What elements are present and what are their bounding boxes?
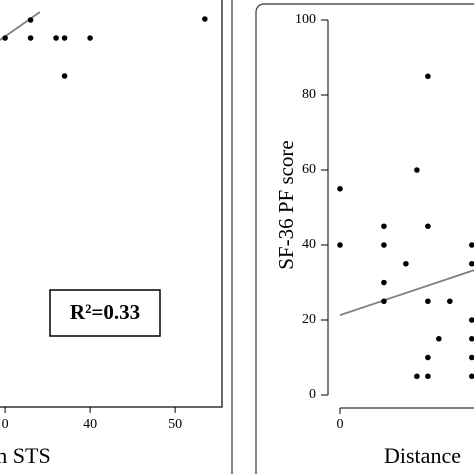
- point: [425, 373, 431, 380]
- point: [469, 242, 474, 248]
- point: [381, 223, 387, 230]
- point: [469, 260, 474, 267]
- point: [469, 317, 474, 323]
- y-tick-label: 40: [302, 237, 316, 252]
- fit-line: [339, 269, 474, 316]
- x-tick-label: 40: [83, 417, 97, 432]
- point: [2, 35, 8, 41]
- annotation-box: [49, 289, 161, 337]
- point: [469, 335, 474, 342]
- y-tick-label: 0: [309, 387, 316, 402]
- point: [469, 354, 474, 361]
- y-tick-label: 20: [302, 312, 316, 327]
- point: [381, 242, 387, 248]
- point: [425, 223, 431, 230]
- x-tick-label: 0: [2, 417, 9, 432]
- point: [381, 298, 387, 305]
- point: [469, 373, 474, 380]
- point: [447, 298, 453, 305]
- point: [53, 35, 59, 41]
- point: [425, 298, 431, 305]
- y-tick-label: 60: [302, 162, 316, 177]
- panel-frame: [255, 3, 474, 474]
- point: [202, 16, 208, 22]
- x-axis-label: Distance: [384, 443, 461, 468]
- x-tick-label: 0: [337, 417, 344, 432]
- y-axis-label: SF-36 PF score: [274, 140, 298, 270]
- point: [87, 35, 93, 41]
- point: [425, 354, 431, 361]
- y-tick-label: 80: [302, 87, 316, 102]
- plot-frame: [0, 0, 223, 408]
- point: [337, 242, 343, 248]
- x-tick-label: 50: [168, 417, 182, 432]
- panel-frame: [231, 0, 233, 474]
- point: [403, 260, 409, 267]
- x-axis-label: ions in STS: [0, 443, 51, 468]
- point: [27, 17, 34, 23]
- point: [61, 35, 68, 41]
- point: [27, 35, 34, 41]
- fit-line: [0, 11, 41, 41]
- point: [436, 335, 442, 342]
- point: [337, 185, 343, 192]
- point: [425, 73, 431, 80]
- point: [414, 373, 420, 380]
- point: [414, 167, 420, 173]
- point: [381, 279, 387, 286]
- annotation: R²=0.33: [70, 300, 140, 324]
- y-tick-label: 100: [295, 12, 316, 27]
- point: [61, 73, 68, 79]
